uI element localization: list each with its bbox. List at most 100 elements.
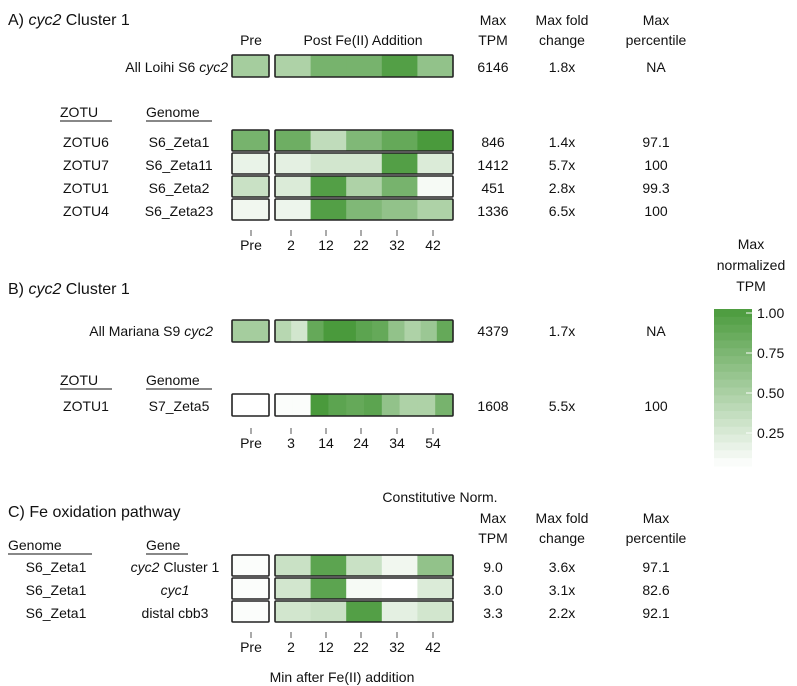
panel-b-summary-post-cell	[404, 320, 422, 342]
panel-c-row-0-post-cell	[275, 555, 312, 576]
panel-b-summary-post-cell	[436, 320, 454, 342]
panel-a-summary-pre-frame	[231, 54, 270, 78]
panel-c-row-1-pre-cell	[232, 578, 269, 599]
panel-c-above-header: Constitutive Norm.	[382, 489, 497, 505]
panel-a-summary-stat-1: 1.8x	[549, 59, 575, 75]
panel-c-x-tick-label: Pre	[240, 639, 262, 655]
colorbar-title: TPM	[736, 278, 766, 294]
panel-c-row-2-post-cell	[310, 601, 347, 622]
panel-c-gene-header: Gene	[146, 537, 180, 553]
panel-a-row-1-stat-1: 5.7x	[549, 157, 575, 173]
panel-b-summary-post-cell	[307, 320, 325, 342]
panel-a-row-2-pre-cell	[232, 176, 269, 197]
colorbar-segment	[714, 348, 752, 357]
panel-a-row-3-stat-2: 100	[644, 203, 668, 219]
panel-a-row-2-post-cell	[310, 176, 347, 197]
colorbar-tick-label: 0.25	[757, 425, 784, 441]
panel-b-summary-stat-0: 4379	[477, 323, 508, 339]
panel-a-genome-label: S6_Zeta11	[145, 157, 213, 173]
panel-b-row-0-post-cell	[328, 394, 347, 416]
panel-c-row-1-post-cell	[417, 578, 454, 599]
colorbar-segment	[714, 403, 752, 412]
panel-b-x-tick-label: 14	[318, 435, 334, 451]
panel-a-col-header: Max fold change	[536, 12, 589, 48]
panel-b-summary-post-cell	[323, 320, 341, 342]
panel-b-summary-post-cell	[275, 320, 292, 342]
panel-b-summary-stat-2: NA	[646, 323, 666, 339]
panel-c-row-2-pre-cell	[232, 601, 269, 622]
colorbar-segment	[714, 434, 752, 443]
panel-b-x-tick-label: 54	[425, 435, 441, 451]
colorbar-segment	[714, 411, 752, 420]
panel-c-row-0-pre-frame	[231, 554, 270, 577]
panel-b-row-0-stat-2: 100	[644, 398, 668, 414]
panel-b-title: B) cyc2 Cluster 1	[8, 281, 130, 298]
panel-c-genome-label: S6_Zeta1	[26, 582, 87, 598]
panel-a-x-tick-label: 2	[287, 237, 295, 253]
panel-b-summary-post-cell	[420, 320, 438, 342]
colorbar-segment	[714, 356, 752, 365]
panel-a-row-0-post-cell	[275, 130, 312, 151]
panel-a-x-tick-label: 12	[318, 237, 334, 253]
panel-a-zotu-label: ZOTU4	[63, 203, 109, 219]
panel-c-row-2-stat-0: 3.3	[483, 605, 503, 621]
panel-c-row-1-post-cell	[275, 578, 312, 599]
panel-a-zotu-header: ZOTU	[60, 104, 98, 120]
panel-a-row-2-stat-0: 451	[481, 180, 505, 196]
panel-b-summary-pre-cell	[232, 320, 269, 342]
colorbar-segment	[714, 324, 752, 334]
panel-a-pre-header: Pre	[240, 32, 262, 48]
panel-c-row-1-pre-frame	[231, 577, 270, 600]
panel-b-row-0-stat-0: 1608	[477, 398, 508, 414]
panel-c-row-1-post-cell	[381, 578, 418, 599]
panel-c-row-0-post-cell	[381, 555, 418, 576]
panel-a-summary-stat-2: NA	[646, 59, 666, 75]
panel-c-col-header: Max percentile	[626, 510, 687, 546]
panel-b-genome-label: S7_Zeta5	[149, 398, 210, 414]
panel-a-summary-post-cell	[381, 55, 418, 77]
panel-a-col-header: Max percentile	[626, 12, 687, 48]
panel-a-row-1-post-cell	[417, 153, 454, 174]
panel-b-zotu-label: ZOTU1	[63, 398, 109, 414]
panel-c-row-1-post-frame	[274, 577, 454, 600]
panel-a-genome-label: S6_Zeta2	[149, 180, 210, 196]
panel-a-row-0-post-cell	[346, 130, 383, 151]
panel-a-summary-stat-0: 6146	[477, 59, 508, 75]
panel-a-row-3-post-cell	[417, 199, 454, 220]
panel-b-summary-post-cell	[388, 320, 405, 342]
panel-b-genome-header: Genome	[146, 372, 200, 388]
colorbar-segment	[714, 340, 752, 349]
panel-a-post-header: Post Fe(II) Addition	[303, 32, 422, 48]
panel-a-row-1-post-cell	[310, 153, 347, 174]
panel-a-zotu-label: ZOTU7	[63, 157, 109, 173]
panel-c-row-1-stat-1: 3.1x	[549, 582, 575, 598]
panel-b-summary-post-cell	[339, 320, 357, 342]
panel-c-row-2-post-cell	[417, 601, 454, 622]
colorbar-segment	[714, 395, 752, 404]
colorbar-segment	[714, 379, 752, 388]
panel-b-row-0-post-frame	[274, 393, 454, 417]
panel-b-summary-post-cell	[355, 320, 373, 342]
panel-c-row-1-stat-2: 82.6	[642, 582, 669, 598]
panel-c-col-header: Max TPM	[478, 510, 508, 546]
panel-b-summary-post-cell	[291, 320, 308, 342]
panel-b-summary-stat-1: 1.7x	[549, 323, 575, 339]
panel-c-row-0-post-cell	[310, 555, 347, 576]
panel-a-row-3-post-cell	[310, 199, 347, 220]
panel-a-row-0-pre-cell	[232, 130, 269, 151]
colorbar-segment	[714, 418, 752, 428]
panel-b-summary-label: All Mariana S9 cyc2	[89, 323, 213, 339]
panel-b-row-0-post-cell	[275, 394, 294, 416]
panel-a-summary-pre-cell	[232, 55, 269, 77]
colorbar-segment	[714, 363, 752, 373]
panel-a-row-2-post-cell	[275, 176, 312, 197]
panel-a-summary-post-cell	[346, 55, 383, 77]
panel-a-row-2-pre-frame	[231, 175, 270, 198]
panel-a-row-3-pre-frame	[231, 198, 270, 221]
colorbar-segment	[714, 450, 752, 459]
panel-c-row-0-stat-0: 9.0	[483, 559, 503, 575]
panel-c-x-tick-label: 12	[318, 639, 334, 655]
colorbar-segment	[714, 458, 752, 467]
panel-c-gene-label: distal cbb3	[142, 605, 209, 621]
